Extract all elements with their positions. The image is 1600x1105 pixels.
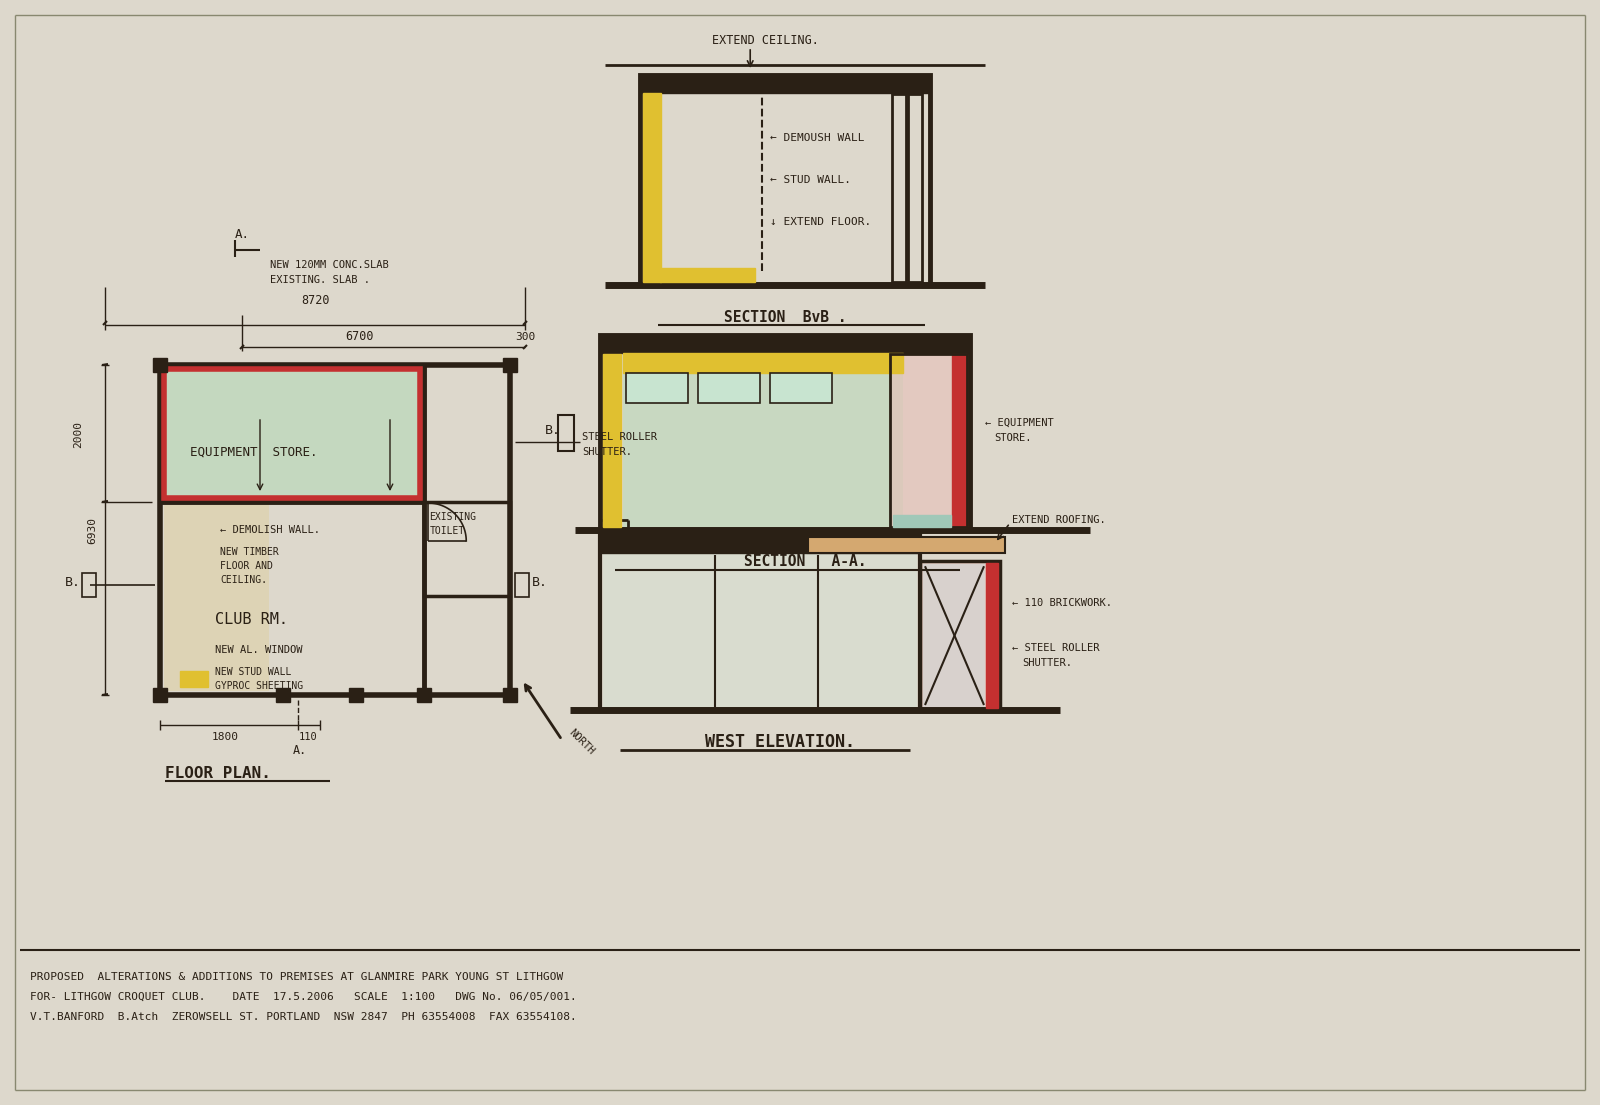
Text: 1800: 1800 <box>211 732 238 741</box>
Text: FLOOR PLAN.: FLOOR PLAN. <box>165 766 270 780</box>
Bar <box>603 354 621 527</box>
Bar <box>643 93 661 282</box>
Bar <box>986 564 998 708</box>
Text: A.: A. <box>235 229 250 242</box>
Text: FOR- LITHGOW CROQUET CLUB.    DATE  17.5.2006   SCALE  1:100   DWG No. 06/05/001: FOR- LITHGOW CROQUET CLUB. DATE 17.5.200… <box>30 992 576 1002</box>
Text: STORE.: STORE. <box>994 433 1032 443</box>
Text: ← 110 BRICKWORK.: ← 110 BRICKWORK. <box>1013 598 1112 608</box>
Bar <box>885 532 894 540</box>
Text: 300: 300 <box>515 332 536 343</box>
Text: ← DEMOUSH WALL: ← DEMOUSH WALL <box>770 133 864 143</box>
Text: TOILET: TOILET <box>429 526 464 536</box>
Bar <box>154 688 166 702</box>
Text: GYPROC SHEETING: GYPROC SHEETING <box>214 681 302 691</box>
Bar <box>502 688 517 702</box>
Text: B.: B. <box>531 577 547 589</box>
Bar <box>920 561 1000 711</box>
Bar <box>515 573 530 597</box>
Bar <box>165 502 269 691</box>
Text: ← DEMOLISH WALL.: ← DEMOLISH WALL. <box>221 525 320 535</box>
Bar <box>698 373 760 403</box>
Text: ← EQUIPMENT: ← EQUIPMENT <box>986 418 1054 428</box>
Bar <box>82 573 96 597</box>
Bar <box>600 335 970 530</box>
Bar <box>603 554 917 707</box>
Bar <box>770 373 832 403</box>
Bar <box>618 532 627 540</box>
Bar <box>640 75 930 285</box>
Bar <box>502 358 517 372</box>
Bar <box>165 369 421 498</box>
Bar <box>890 354 966 527</box>
Text: FLOOR AND: FLOOR AND <box>221 561 274 571</box>
Text: ↓ EXTEND FLOOR.: ↓ EXTEND FLOOR. <box>770 217 870 227</box>
Text: B.: B. <box>66 577 82 589</box>
Text: EQUIPMENT  STORE.: EQUIPMENT STORE. <box>190 445 317 459</box>
Text: NEW STUD WALL: NEW STUD WALL <box>214 667 291 677</box>
Text: B.: B. <box>546 424 562 438</box>
Text: SHUTTER.: SHUTTER. <box>1022 657 1072 667</box>
Text: NEW AL. WINDOW: NEW AL. WINDOW <box>214 645 302 655</box>
Text: 6700: 6700 <box>346 330 374 344</box>
Bar <box>893 94 906 282</box>
Text: EXTEND ROOFING.: EXTEND ROOFING. <box>1013 515 1106 525</box>
Bar <box>923 565 986 707</box>
Text: PROPOSED  ALTERATIONS & ADDITIONS TO PREMISES AT GLANMIRE PARK YOUNG ST LITHGOW: PROPOSED ALTERATIONS & ADDITIONS TO PREM… <box>30 972 563 982</box>
Bar <box>558 415 574 451</box>
Bar <box>600 335 970 352</box>
Bar <box>626 373 688 403</box>
Text: NEW TIMBER: NEW TIMBER <box>221 547 278 557</box>
Bar <box>275 688 290 702</box>
Text: CLUB RM.: CLUB RM. <box>214 612 288 628</box>
Text: V.T.BANFORD  B.Atch  ZEROWSELL ST. PORTLAND  NSW 2847  PH 63554008  FAX 63554108: V.T.BANFORD B.Atch ZEROWSELL ST. PORTLAN… <box>30 1012 576 1022</box>
Text: A.: A. <box>293 745 307 758</box>
Bar <box>640 75 930 93</box>
Text: SECTION  BvB .: SECTION BvB . <box>723 309 846 325</box>
Bar <box>179 671 208 687</box>
Bar <box>909 94 922 282</box>
Bar <box>622 354 902 527</box>
Text: NEW 120MM CONC.SLAB: NEW 120MM CONC.SLAB <box>270 260 389 270</box>
Bar <box>952 354 966 527</box>
Bar <box>418 688 432 702</box>
Text: EXISTING. SLAB .: EXISTING. SLAB . <box>270 275 370 285</box>
Bar <box>600 535 920 552</box>
Text: NORTH: NORTH <box>566 727 597 757</box>
Text: EXTEND CEILING.: EXTEND CEILING. <box>712 33 819 46</box>
Text: EXISTING: EXISTING <box>429 512 477 522</box>
Bar <box>424 502 510 596</box>
Bar <box>154 358 166 372</box>
Text: ← STUD WALL.: ← STUD WALL. <box>770 175 851 185</box>
Text: 110: 110 <box>299 732 317 741</box>
Text: 8720: 8720 <box>301 294 330 306</box>
Text: 2000: 2000 <box>74 421 83 448</box>
Bar <box>893 515 950 527</box>
Bar <box>920 561 1000 711</box>
Text: SHUTTER.: SHUTTER. <box>582 446 632 457</box>
Bar <box>890 354 966 527</box>
Bar <box>600 535 920 711</box>
Bar <box>165 367 422 499</box>
Text: STEEL ROLLER: STEEL ROLLER <box>582 432 658 442</box>
Text: CEILING.: CEILING. <box>221 575 267 585</box>
Bar <box>661 269 755 282</box>
Text: WEST ELEVATION.: WEST ELEVATION. <box>706 733 854 751</box>
Text: 6930: 6930 <box>86 516 98 544</box>
Bar <box>808 537 1005 552</box>
Text: SECTION   A-A.: SECTION A-A. <box>744 555 866 569</box>
Bar <box>349 688 363 702</box>
Text: ← STEEL ROLLER: ← STEEL ROLLER <box>1013 642 1099 653</box>
Bar <box>622 352 902 373</box>
